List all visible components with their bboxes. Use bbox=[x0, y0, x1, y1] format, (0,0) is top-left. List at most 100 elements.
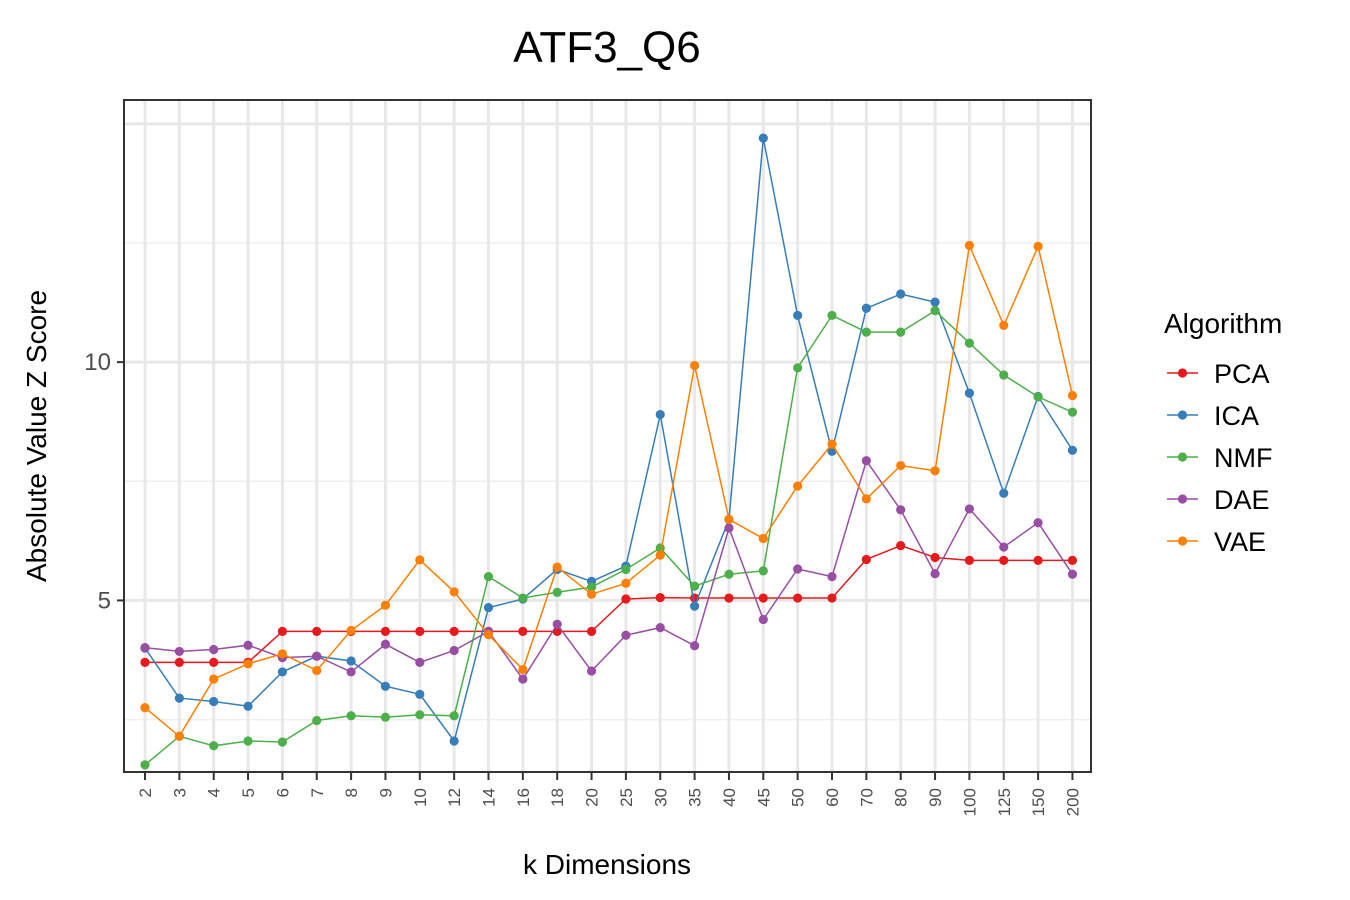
data-point-vae bbox=[277, 649, 287, 659]
data-point-vae bbox=[655, 550, 665, 560]
data-point-ica bbox=[346, 656, 356, 666]
data-point-pca bbox=[964, 555, 975, 565]
data-point-dae bbox=[724, 523, 734, 533]
legend-title: Algorithm bbox=[1164, 308, 1282, 339]
series-vae bbox=[140, 240, 1078, 741]
legend-item-ica: ICA bbox=[1167, 401, 1259, 431]
data-point-vae bbox=[449, 587, 459, 597]
x-tick-label: 9 bbox=[376, 788, 395, 797]
data-point-pca bbox=[896, 541, 906, 551]
plot-panel-border bbox=[123, 99, 1092, 773]
x-tick-label: 40 bbox=[720, 788, 739, 807]
data-point-nmf bbox=[243, 736, 253, 746]
data-point-dae bbox=[174, 646, 184, 657]
data-point-pca bbox=[724, 593, 734, 603]
data-point-ica bbox=[209, 696, 219, 707]
data-point-dae bbox=[243, 640, 253, 650]
y-axis-label: Absolute Value Z Score bbox=[21, 290, 52, 582]
legend-label: VAE bbox=[1214, 527, 1266, 557]
x-tick-label: 60 bbox=[823, 788, 842, 807]
x-tick-label: 25 bbox=[617, 788, 636, 807]
data-point-vae bbox=[827, 439, 837, 449]
data-point-dae bbox=[758, 614, 768, 625]
data-point-vae bbox=[964, 240, 975, 250]
data-point-dae bbox=[690, 641, 700, 651]
data-point-pca bbox=[209, 657, 219, 667]
data-point-vae bbox=[518, 664, 528, 675]
data-point-ica bbox=[655, 409, 665, 420]
data-point-ica bbox=[861, 303, 871, 313]
data-point-pca bbox=[930, 552, 940, 563]
data-point-dae bbox=[380, 639, 391, 649]
x-tick-label: 4 bbox=[205, 788, 224, 797]
data-point-ica bbox=[690, 601, 700, 611]
data-point-vae bbox=[690, 360, 700, 371]
data-point-dae bbox=[827, 571, 837, 582]
y-tick-label: 10 bbox=[84, 349, 111, 376]
grid-minor bbox=[124, 242, 1091, 721]
data-point-vae bbox=[586, 589, 597, 599]
data-point-pca bbox=[312, 626, 322, 637]
data-point-dae bbox=[930, 569, 940, 579]
x-tick-label: 90 bbox=[926, 788, 945, 807]
data-point-dae bbox=[1033, 518, 1043, 528]
x-tick-label: 20 bbox=[583, 788, 602, 807]
data-point-dae bbox=[999, 542, 1009, 552]
data-point-ica bbox=[896, 289, 906, 299]
x-tick-label: 18 bbox=[548, 788, 567, 807]
legend-key-point bbox=[1177, 410, 1188, 420]
data-point-nmf bbox=[518, 593, 528, 603]
data-point-vae bbox=[140, 703, 150, 713]
x-tick-label: 12 bbox=[445, 788, 464, 807]
data-point-pca bbox=[1067, 555, 1078, 565]
data-point-nmf bbox=[346, 711, 356, 721]
legend-item-vae: VAE bbox=[1167, 527, 1266, 557]
data-point-dae bbox=[552, 619, 562, 629]
data-point-nmf bbox=[312, 715, 322, 726]
data-point-ica bbox=[277, 667, 287, 677]
data-point-nmf bbox=[449, 711, 459, 721]
data-point-nmf bbox=[621, 564, 631, 575]
data-point-vae bbox=[621, 578, 631, 588]
data-point-nmf bbox=[999, 370, 1009, 380]
data-point-dae bbox=[655, 622, 665, 633]
data-point-dae bbox=[415, 657, 425, 667]
data-point-pca bbox=[140, 657, 150, 667]
data-point-dae bbox=[140, 643, 150, 653]
data-point-nmf bbox=[827, 310, 837, 321]
data-point-vae bbox=[380, 600, 391, 610]
legend-key-point bbox=[1177, 452, 1188, 462]
series-pca bbox=[140, 541, 1078, 667]
data-point-vae bbox=[346, 625, 356, 636]
data-point-ica bbox=[793, 310, 803, 321]
data-point-vae bbox=[930, 466, 940, 476]
data-point-nmf bbox=[586, 582, 597, 592]
data-point-dae bbox=[793, 564, 803, 574]
x-tick-label: 70 bbox=[857, 788, 876, 807]
data-point-vae bbox=[724, 514, 734, 525]
data-point-nmf bbox=[1033, 392, 1043, 402]
data-point-vae bbox=[793, 481, 803, 491]
data-point-dae bbox=[518, 674, 528, 684]
data-point-pca bbox=[861, 554, 871, 565]
series-line-dae bbox=[144, 459, 1074, 681]
data-point-nmf bbox=[140, 760, 150, 770]
data-point-pca bbox=[586, 626, 597, 637]
data-point-pca bbox=[518, 626, 528, 637]
x-tick-label: 10 bbox=[411, 788, 430, 807]
series-line-pca bbox=[145, 544, 1073, 664]
x-tick-label: 3 bbox=[170, 788, 189, 797]
data-point-pca bbox=[277, 626, 287, 637]
data-point-ica bbox=[380, 681, 391, 691]
data-point-dae bbox=[312, 651, 322, 661]
data-point-pca bbox=[449, 626, 459, 637]
data-point-vae bbox=[174, 731, 184, 741]
legend-key-point bbox=[1177, 494, 1188, 504]
data-point-ica bbox=[449, 736, 459, 746]
data-point-vae bbox=[312, 665, 322, 676]
legend-key-point bbox=[1177, 368, 1188, 378]
data-point-pca bbox=[380, 626, 391, 637]
y-axis: 5 10 bbox=[84, 349, 124, 614]
legend-item-nmf: NMF bbox=[1167, 443, 1272, 473]
data-point-dae bbox=[346, 667, 356, 677]
